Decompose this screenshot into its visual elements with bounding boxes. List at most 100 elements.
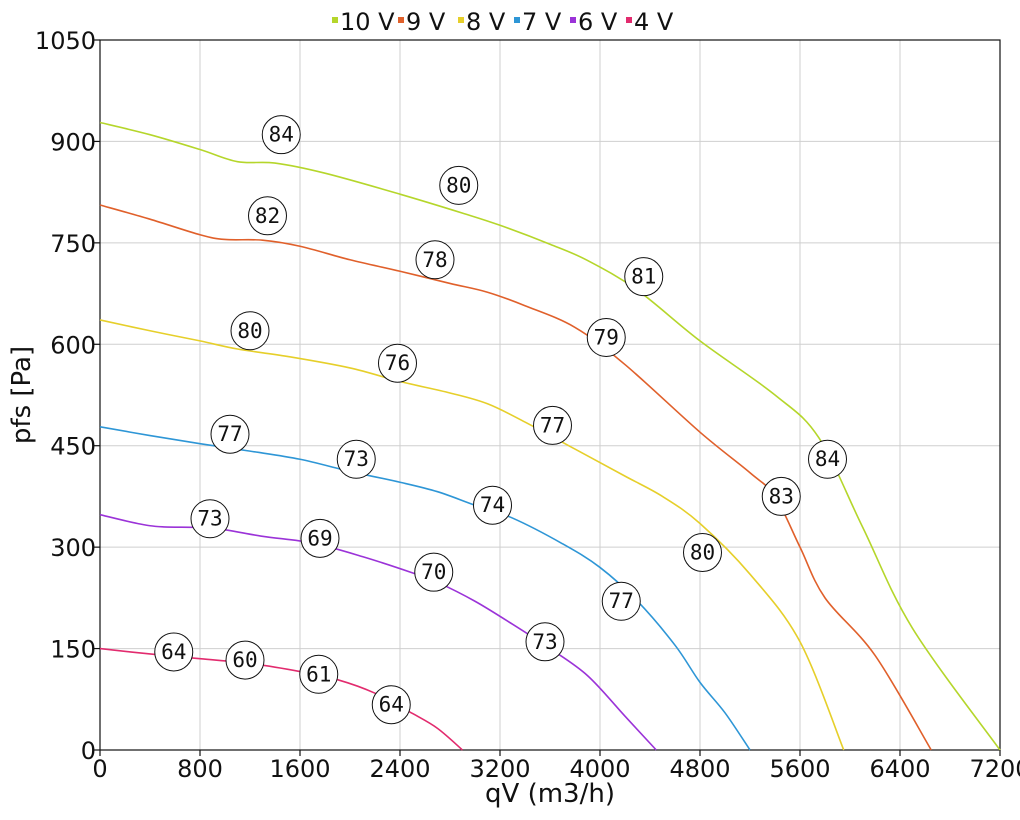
bubble-label: 69 [307,526,332,550]
y-axis-ticks: 0 150 300 450 600 750 900 1050 [35,27,100,765]
efficiency-bubble: 80 [439,165,479,205]
bubble-label: 80 [237,319,262,343]
legend-entry: 7 V [514,8,562,36]
legend-label: 6 V [578,8,618,36]
bubble-label: 84 [815,447,840,471]
efficiency-bubble: 70 [414,552,454,592]
bubble-circle [761,476,801,516]
x-tick-label: 0 [92,755,107,783]
efficiency-bubble: 78 [415,240,455,280]
legend-entry: 4 V [626,8,674,36]
efficiency-bubble: 83 [761,476,801,516]
y-tick-label: 150 [50,636,96,664]
bubble-circle [415,240,455,280]
bubble-label: 70 [421,560,446,584]
legend-entry: 8 V [458,8,506,36]
efficiency-bubble: 69 [300,518,340,558]
bubble-label: 77 [540,413,565,437]
efficiency-bubble: 64 [154,632,194,672]
legend-label: 7 V [522,8,562,36]
x-tick-label: 6400 [869,755,930,783]
legend-entry: 6 V [570,8,618,36]
bubble-label: 64 [161,640,186,664]
bubble-circle [210,414,250,454]
bubble-circle [261,115,301,155]
series-line-6v [99,513,657,751]
bubble-label: 61 [306,662,331,686]
efficiency-bubble: 73 [336,439,376,479]
bubble-circle [299,654,339,694]
bubble-label: 73 [344,447,369,471]
legend-swatch [626,17,632,23]
bubble-label: 64 [379,693,404,717]
bubble-circle [808,439,847,479]
bubble-circle [371,685,411,725]
legend: 10 V 9 V 8 V 7 V 6 V 4 V [332,8,674,36]
y-tick-label: 900 [50,128,96,156]
y-tick-label: 1050 [35,27,96,55]
bubble-label: 74 [480,493,505,517]
efficiency-bubble: 84 [808,439,847,479]
legend-swatch [458,17,464,23]
y-tick-label: 600 [50,331,96,359]
x-tick-label: 3200 [469,755,530,783]
bubble-circle [586,318,626,358]
legend-entry: 10 V [332,8,395,36]
x-tick-label: 4800 [669,755,730,783]
legend-entry: 9 V [398,8,446,36]
plot-area-frame [99,39,1001,751]
efficiency-bubble: 73 [190,499,230,539]
y-tick-label: 750 [50,230,96,258]
bubble-label: 80 [446,173,471,197]
efficiency-bubble: 64 [371,685,411,725]
x-axis-title: qV (m3/h) [485,779,615,809]
efficiency-bubble: 82 [248,196,287,236]
bubble-label: 80 [690,541,715,565]
bubble-label: 77 [609,589,634,613]
y-axis-title: pfs [Pa] [7,346,37,444]
series-line-10v [99,121,1001,751]
x-tick-label: 1600 [269,755,330,783]
y-tick-label: 0 [81,737,96,765]
efficiency-labels: 84 80 81 84 82 78 79 83 80 76 77 80 77 73 74 77 73 69 70 73… [154,115,847,725]
bubble-label: 73 [532,630,557,654]
bubble-circle [683,533,722,573]
bubble-label: 73 [197,507,222,531]
efficiency-bubble: 61 [299,654,339,694]
efficiency-bubble: 60 [225,640,265,680]
efficiency-bubble: 80 [230,311,270,351]
series-line-8v [99,319,845,751]
efficiency-bubble: 77 [601,581,641,621]
legend-swatch [398,17,404,23]
legend-swatch [332,17,338,23]
y-tick-label: 300 [50,534,96,562]
efficiency-bubble: 81 [624,257,664,297]
legend-swatch [570,17,576,23]
legend-label: 9 V [406,8,446,36]
bubble-circle [624,257,664,297]
bubble-circle [378,343,417,383]
bubble-label: 82 [255,204,280,228]
bubble-label: 84 [269,123,294,147]
bubble-circle [533,405,572,445]
bubble-label: 60 [232,648,257,672]
bubble-circle [248,196,287,236]
x-tick-label: 800 [177,755,223,783]
bubble-circle [473,485,512,525]
bubble-circle [525,622,565,662]
efficiency-bubble: 73 [525,622,565,662]
bubble-label: 81 [631,265,656,289]
x-tick-label: 2400 [369,755,430,783]
bubble-label: 76 [385,351,410,375]
efficiency-bubble: 77 [533,405,572,445]
bubble-label: 79 [594,326,619,350]
bubble-label: 83 [769,484,794,508]
bubble-label: 78 [422,248,447,272]
bubble-label: 77 [217,422,242,446]
bubble-circle [230,311,270,351]
efficiency-bubble: 79 [586,318,626,358]
bubble-circle [439,165,479,205]
